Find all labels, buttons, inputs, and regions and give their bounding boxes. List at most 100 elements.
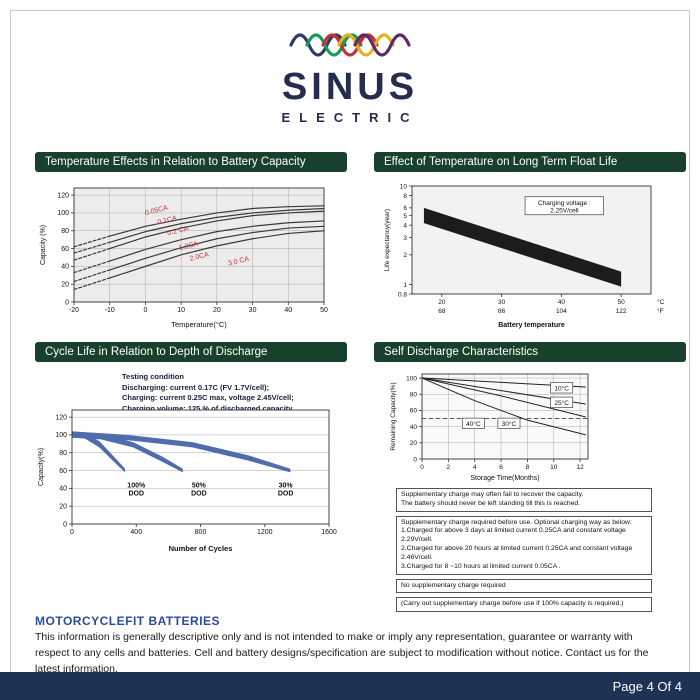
note-line: 2.Charged for above 20 hours at limited … [401,545,633,561]
svg-text:30: 30 [249,307,257,314]
self-discharge-notes: Supplementary charge may often fail to r… [396,488,652,616]
svg-text:10: 10 [550,464,558,471]
section-heading: MOTORCYCLEFIT BATTERIES [35,614,221,628]
svg-text:4: 4 [473,464,477,471]
svg-text:Temperature(°C): Temperature(°C) [171,320,227,329]
svg-text:Remaining Capacity(%): Remaining Capacity(%) [390,382,397,450]
svg-text:400: 400 [130,529,142,536]
svg-text:DOD: DOD [278,490,294,497]
svg-text:10: 10 [400,183,408,190]
svg-text:0: 0 [420,464,424,471]
logo-wave [353,33,411,57]
note-line: The battery should never be left standin… [401,499,581,507]
svg-text:50%: 50% [192,482,207,489]
svg-text:30: 30 [498,299,506,306]
svg-text:12: 12 [576,464,584,471]
svg-text:0: 0 [70,529,74,536]
svg-text:80: 80 [61,228,69,235]
svg-text:0: 0 [65,299,69,306]
svg-text:100: 100 [55,432,67,439]
brand-name: SINUS [281,66,419,108]
svg-text:40°C: 40°C [466,420,481,428]
testing-condition-line: Testing condition [122,372,184,381]
svg-text:-20: -20 [69,307,79,314]
svg-text:Battery temperature: Battery temperature [498,322,565,329]
svg-text:Charging voltage :: Charging voltage : [538,200,591,207]
svg-text:8: 8 [403,193,407,200]
svg-text:60: 60 [61,246,69,253]
svg-text:800: 800 [195,529,207,536]
panel-title-self-discharge: Self Discharge Characteristics [374,342,686,362]
svg-text:40: 40 [59,486,67,493]
chart-cycle-life: 0 400 800 1200 1600 0 20 40 60 80 100 120 Number of … [36,404,341,554]
svg-text:40: 40 [558,299,566,306]
svg-text:30%: 30% [279,482,294,489]
brand-logo: SINUS ELECTRIC [0,22,700,125]
note-line: 3.Charged for 8 ~10 hours at limited cur… [401,562,561,570]
svg-text:86: 86 [498,308,506,315]
svg-text:50: 50 [320,307,328,314]
svg-text:°F: °F [657,307,664,315]
svg-text:80: 80 [410,392,418,399]
svg-text:40: 40 [284,307,292,314]
svg-text:20: 20 [410,440,418,447]
note-box: (Carry out supplementary charge before u… [396,597,652,613]
svg-text:2.25V/cell: 2.25V/cell [550,207,579,214]
svg-text:120: 120 [55,414,67,421]
svg-text:8: 8 [526,464,530,471]
svg-text:2: 2 [447,464,451,471]
svg-text:1: 1 [403,282,407,289]
svg-text:68: 68 [438,308,446,315]
note-box: No supplementary charge required [396,578,652,594]
note-box: Supplementary charge may often fail to r… [396,488,652,512]
svg-text:120: 120 [57,192,69,199]
svg-text:20: 20 [59,503,67,510]
svg-text:4: 4 [403,222,407,229]
note-line: Supplementary charge may often fail to r… [401,491,584,498]
disclaimer-text: This information is generally descriptiv… [35,631,649,675]
logo-waves-icon [289,33,411,57]
svg-text:100%: 100% [127,482,146,489]
panel-title-cycle-life: Cycle Life in Relation to Depth of Disch… [35,342,347,362]
note-line: Supplementary charge required before use… [401,518,632,526]
svg-text:Storage Time(Months): Storage Time(Months) [470,475,539,482]
svg-text:Number of Cycles: Number of Cycles [169,544,233,553]
svg-text:1600: 1600 [321,529,337,536]
svg-text:0: 0 [143,307,147,314]
note-box: Supplementary charge required before use… [396,515,652,575]
brand-subtitle: ELECTRIC [281,109,419,125]
page-number: Page 4 Of 4 [612,678,682,694]
chart-self-discharge: 0 2 4 6 8 10 12 0 20 40 60 80 100 Storage Time(Months… [388,368,688,483]
svg-text:25°C: 25°C [554,399,569,407]
svg-text:Capacity (%): Capacity (%) [40,225,47,265]
svg-text:DOD: DOD [128,490,144,497]
svg-text:1.0CA: 1.0CA [178,241,199,253]
svg-text:2: 2 [403,252,407,259]
svg-text:6: 6 [499,464,503,471]
svg-text:20: 20 [61,281,69,288]
panel-title-temperature-effects: Temperature Effects in Relation to Batte… [35,152,347,172]
logo-wave [337,33,395,57]
testing-condition-line: Charging volume: 125 % of discharged cap… [122,403,294,413]
svg-text:0.1CA: 0.1CA [157,215,178,227]
svg-text:40: 40 [61,264,69,271]
chart-temperature-effects: -20 -10 0 10 20 30 40 50 0 20 40 60 80 100 120 Temperat… [38,180,338,330]
svg-text:20: 20 [213,307,221,314]
svg-text:10: 10 [177,307,185,314]
svg-text:6: 6 [403,205,407,212]
svg-text:10°C: 10°C [554,385,569,393]
note-line: No supplementary charge required [401,581,506,589]
testing-condition-line: Charging: current 0.25C max, voltage 2.4… [122,393,294,402]
footer-bar: Page 4 Of 4 [0,672,700,700]
svg-text:2.0CA: 2.0CA [189,251,210,263]
svg-text:0: 0 [413,456,417,463]
svg-text:40: 40 [410,424,418,431]
svg-text:50: 50 [618,299,626,306]
svg-text:°C: °C [657,298,665,306]
svg-text:122: 122 [616,308,627,315]
svg-text:-10: -10 [105,307,115,314]
svg-text:100: 100 [57,210,69,217]
svg-text:0.8: 0.8 [398,291,407,298]
svg-text:20: 20 [438,299,446,306]
